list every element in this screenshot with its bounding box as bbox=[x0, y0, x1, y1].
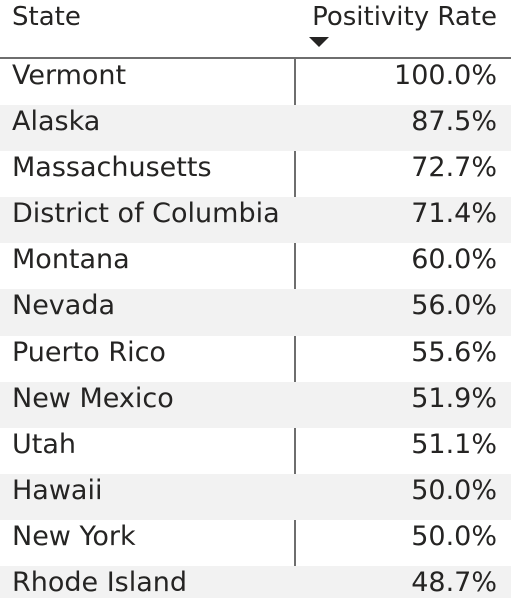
table-header: State Positivity Rate bbox=[0, 0, 511, 59]
table-row[interactable]: Montana 60.0% bbox=[0, 243, 511, 289]
cell-state: Hawaii bbox=[12, 474, 103, 506]
cell-rate: 51.1% bbox=[411, 428, 497, 460]
table-row[interactable]: Vermont 100.0% bbox=[0, 59, 511, 105]
cell-state: New York bbox=[12, 520, 136, 552]
sort-descending-icon[interactable] bbox=[309, 37, 329, 47]
cell-state: Rhode Island bbox=[12, 567, 188, 598]
cell-state: District of Columbia bbox=[12, 198, 280, 230]
cell-rate: 87.5% bbox=[411, 106, 497, 138]
table-row[interactable]: Hawaii 50.0% bbox=[0, 473, 511, 520]
cell-state: Puerto Rico bbox=[12, 336, 166, 368]
cell-rate: 100.0% bbox=[394, 60, 497, 91]
cell-rate: 51.9% bbox=[411, 382, 497, 414]
table-row[interactable]: New York 50.0% bbox=[0, 520, 511, 566]
cell-state: Vermont bbox=[12, 60, 127, 91]
cell-rate: 72.7% bbox=[411, 152, 497, 184]
table-row[interactable]: Utah 51.1% bbox=[0, 428, 511, 474]
cell-rate: 71.4% bbox=[411, 198, 497, 230]
cell-rate: 56.0% bbox=[411, 290, 497, 322]
column-header-state[interactable]: State bbox=[12, 2, 81, 32]
cell-state: Montana bbox=[12, 244, 130, 276]
table-row[interactable]: Rhode Island 48.7% bbox=[0, 566, 511, 598]
cell-rate: 55.6% bbox=[411, 336, 497, 368]
data-table: State Positivity Rate Vermont 100.0% Ala… bbox=[0, 0, 511, 598]
table-row[interactable]: Massachusetts 72.7% bbox=[0, 151, 511, 197]
table-row[interactable]: New Mexico 51.9% bbox=[0, 381, 511, 428]
cell-rate: 48.7% bbox=[411, 567, 497, 598]
table-row[interactable]: Puerto Rico 55.6% bbox=[0, 336, 511, 382]
cell-rate: 60.0% bbox=[411, 244, 497, 276]
table-row[interactable]: Nevada 56.0% bbox=[0, 289, 511, 336]
cell-state: New Mexico bbox=[12, 382, 174, 414]
cell-rate: 50.0% bbox=[411, 520, 497, 552]
cell-rate: 50.0% bbox=[411, 474, 497, 506]
cell-state: Nevada bbox=[12, 290, 116, 322]
cell-state: Utah bbox=[12, 428, 77, 460]
table-row[interactable]: Alaska 87.5% bbox=[0, 105, 511, 152]
column-header-positivity-rate[interactable]: Positivity Rate bbox=[312, 2, 497, 32]
cell-state: Alaska bbox=[12, 106, 101, 138]
table-row[interactable]: District of Columbia 71.4% bbox=[0, 197, 511, 244]
table-body: Vermont 100.0% Alaska 87.5% Massachusett… bbox=[0, 59, 511, 598]
cell-state: Massachusetts bbox=[12, 152, 212, 184]
